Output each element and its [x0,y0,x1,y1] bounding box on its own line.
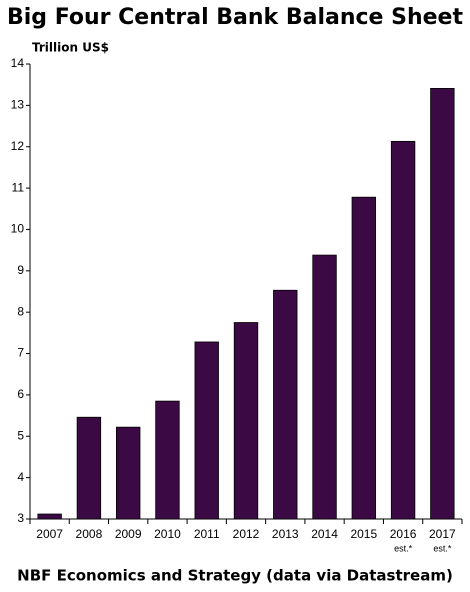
bar [155,400,180,520]
x-tick-label: 2007 [36,527,63,541]
y-axis-label: Trillion US$ [32,41,109,55]
y-tick-label: 14 [11,56,25,70]
y-tick-label: 4 [17,470,24,484]
y-tick-label: 10 [11,222,25,236]
bar [233,322,259,520]
x-tick-label: 2014 [311,527,338,541]
bar [194,341,219,520]
y-tick-label: 3 [17,511,24,525]
x-tick-label: 2011 [194,527,220,541]
bar [273,289,298,520]
bar [37,513,62,520]
bar [430,88,455,520]
x-tick-label: 2013 [272,527,299,541]
chart-title: Big Four Central Bank Balance Sheet [7,5,463,30]
x-tick-note: est.* [394,543,413,553]
bar [390,140,416,520]
x-tick-label: 2015 [350,527,377,541]
x-tick-note: est.* [433,543,452,553]
source-note: NBF Economics and Strategy (data via Dat… [17,567,453,585]
x-tick-label: 2010 [154,527,181,541]
y-tick-label: 11 [12,180,25,194]
x-tick-label: 2012 [233,527,260,541]
bar [76,416,102,520]
bar [351,196,377,520]
y-tick-label: 12 [11,139,25,153]
x-tick-label: 2009 [115,527,142,541]
bar [312,254,337,520]
y-tick-label: 9 [17,263,24,277]
y-tick-label: 7 [17,346,24,360]
y-tick-label: 13 [11,98,25,112]
y-tick-label: 8 [17,304,24,318]
x-tick-label: 2017 [429,527,456,541]
x-tick-label: 2016 [390,527,417,541]
y-tick-label: 5 [17,428,24,442]
x-tick-label: 2008 [76,527,103,541]
bar [116,426,141,520]
y-tick-label: 6 [17,387,24,401]
